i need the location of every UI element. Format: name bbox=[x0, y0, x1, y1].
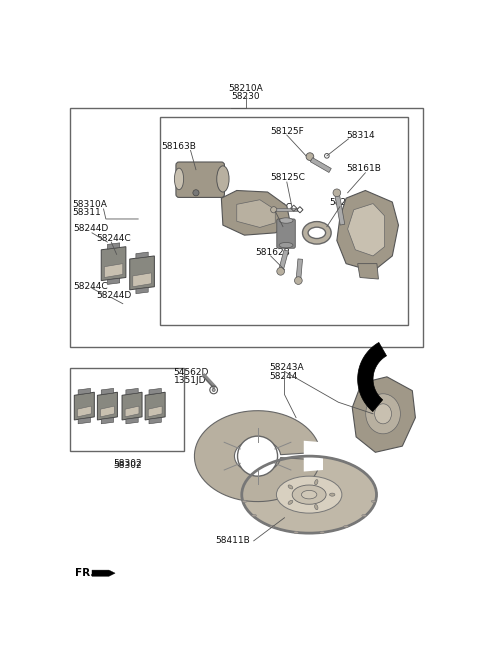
Text: 58125C: 58125C bbox=[271, 173, 305, 182]
Circle shape bbox=[277, 267, 285, 275]
Polygon shape bbox=[310, 158, 331, 173]
Ellipse shape bbox=[314, 505, 318, 510]
Text: 58310A: 58310A bbox=[73, 200, 108, 209]
Ellipse shape bbox=[288, 485, 293, 489]
Text: 58311: 58311 bbox=[73, 208, 101, 217]
Ellipse shape bbox=[372, 500, 376, 503]
Polygon shape bbox=[126, 388, 138, 395]
Text: 58302: 58302 bbox=[113, 459, 142, 468]
Polygon shape bbox=[92, 570, 115, 576]
Ellipse shape bbox=[320, 532, 324, 533]
Circle shape bbox=[333, 189, 341, 196]
Polygon shape bbox=[100, 406, 114, 417]
Polygon shape bbox=[130, 256, 155, 290]
Polygon shape bbox=[101, 418, 114, 424]
Text: 58411B: 58411B bbox=[215, 536, 250, 545]
Text: 58210A: 58210A bbox=[228, 83, 264, 93]
Polygon shape bbox=[78, 388, 90, 395]
Polygon shape bbox=[296, 259, 302, 281]
Ellipse shape bbox=[301, 490, 317, 499]
Polygon shape bbox=[77, 406, 91, 417]
Text: 58244D: 58244D bbox=[73, 224, 109, 233]
Text: FR.: FR. bbox=[75, 568, 95, 578]
Text: 1351JD: 1351JD bbox=[174, 376, 206, 385]
Ellipse shape bbox=[374, 404, 392, 424]
Circle shape bbox=[212, 388, 215, 392]
Polygon shape bbox=[74, 392, 94, 420]
Polygon shape bbox=[145, 392, 165, 420]
Polygon shape bbox=[237, 200, 275, 227]
Text: 58244C: 58244C bbox=[96, 234, 131, 242]
Ellipse shape bbox=[242, 500, 247, 503]
Text: 58161B: 58161B bbox=[346, 164, 381, 173]
Polygon shape bbox=[97, 392, 118, 420]
Ellipse shape bbox=[174, 168, 184, 190]
Text: 58243A: 58243A bbox=[269, 363, 304, 372]
Polygon shape bbox=[149, 418, 161, 424]
Circle shape bbox=[306, 153, 314, 160]
Text: 58230: 58230 bbox=[232, 92, 260, 101]
Polygon shape bbox=[136, 252, 148, 258]
Text: 58235C: 58235C bbox=[258, 203, 292, 212]
Polygon shape bbox=[335, 193, 345, 225]
Bar bbox=[71, 367, 184, 451]
Polygon shape bbox=[101, 246, 126, 281]
Ellipse shape bbox=[314, 480, 318, 485]
Polygon shape bbox=[122, 392, 142, 420]
Polygon shape bbox=[108, 279, 120, 284]
Polygon shape bbox=[304, 441, 323, 472]
Circle shape bbox=[238, 436, 277, 476]
Ellipse shape bbox=[252, 514, 256, 516]
Polygon shape bbox=[337, 191, 398, 271]
Polygon shape bbox=[125, 406, 139, 417]
Text: 58244D: 58244D bbox=[96, 292, 132, 300]
Text: 54562D: 54562D bbox=[174, 368, 209, 376]
Text: 58314: 58314 bbox=[346, 131, 375, 141]
Polygon shape bbox=[348, 204, 384, 256]
Ellipse shape bbox=[366, 394, 400, 434]
Ellipse shape bbox=[344, 526, 348, 528]
FancyBboxPatch shape bbox=[277, 219, 295, 248]
Ellipse shape bbox=[279, 218, 293, 223]
Polygon shape bbox=[149, 388, 161, 395]
Ellipse shape bbox=[292, 485, 326, 505]
Text: 58244: 58244 bbox=[269, 372, 298, 380]
Polygon shape bbox=[101, 388, 114, 395]
Ellipse shape bbox=[362, 514, 366, 516]
Ellipse shape bbox=[276, 476, 342, 513]
Bar bbox=[71, 108, 423, 347]
Polygon shape bbox=[194, 411, 321, 501]
Polygon shape bbox=[358, 263, 378, 279]
Circle shape bbox=[295, 277, 302, 284]
Ellipse shape bbox=[270, 526, 275, 528]
Text: 58125F: 58125F bbox=[271, 127, 304, 136]
Text: 58233: 58233 bbox=[329, 198, 358, 208]
Text: 58162B: 58162B bbox=[255, 248, 290, 257]
Polygon shape bbox=[352, 377, 415, 452]
Ellipse shape bbox=[294, 532, 299, 533]
FancyBboxPatch shape bbox=[176, 162, 225, 197]
Polygon shape bbox=[358, 342, 386, 411]
Polygon shape bbox=[136, 288, 148, 294]
Text: 58302: 58302 bbox=[113, 461, 142, 470]
Polygon shape bbox=[278, 250, 288, 272]
Text: 58163B: 58163B bbox=[161, 142, 196, 151]
Ellipse shape bbox=[279, 242, 293, 248]
Ellipse shape bbox=[288, 501, 293, 505]
Polygon shape bbox=[221, 191, 291, 235]
Ellipse shape bbox=[330, 493, 335, 496]
Polygon shape bbox=[126, 418, 138, 424]
Polygon shape bbox=[133, 273, 151, 286]
Polygon shape bbox=[148, 406, 162, 417]
Polygon shape bbox=[104, 263, 123, 277]
Bar bbox=[160, 118, 408, 325]
Polygon shape bbox=[108, 243, 120, 249]
Text: 58244C: 58244C bbox=[73, 283, 108, 291]
Circle shape bbox=[193, 190, 199, 196]
Ellipse shape bbox=[217, 166, 229, 192]
Circle shape bbox=[271, 207, 277, 213]
Polygon shape bbox=[78, 418, 90, 424]
Bar bbox=[274, 208, 297, 212]
Ellipse shape bbox=[242, 456, 376, 533]
